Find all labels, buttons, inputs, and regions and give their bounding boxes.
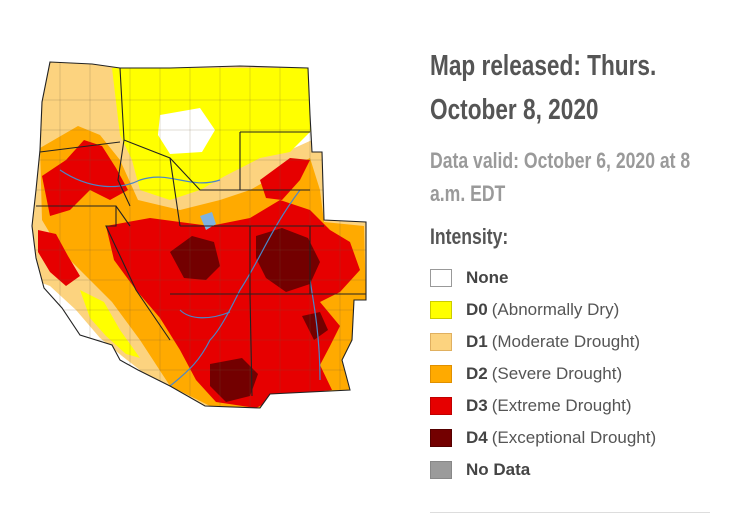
d4-region-utah [170,236,220,280]
swatch-d4 [430,429,452,447]
map-release-date: Map released: Thurs. October 8, 2020 [430,50,657,126]
d4-region-arizona [210,358,258,402]
legend-item-d0: D0 (Abnormally Dry) [430,294,730,326]
rivers [59,169,321,387]
state-boundaries [31,61,367,409]
swatch-d3 [430,397,452,415]
legend-desc: (Moderate Drought) [491,332,641,351]
d3-region-california [38,230,80,286]
swatch-d1 [430,333,452,351]
swatch-no-data [430,461,452,479]
swatch-d2 [430,365,452,383]
legend-desc: (Exceptional Drought) [491,428,657,447]
d4-region-nm [302,312,328,340]
legend-item-d3: D3 (Extreme Drought) [430,390,730,422]
swatch-d0 [430,301,452,319]
data-valid-date: Data valid: October 6, 2020 at 8 a.m. ED… [430,148,691,206]
legend-code: D0 [466,300,488,319]
legend-code: D3 [466,396,488,415]
legend-desc: (Abnormally Dry) [491,300,620,319]
legend-item-none: None [430,262,730,294]
legend-code: D1 [466,332,488,351]
legend-item-no-data: No Data [430,454,730,486]
legend-desc: (Extreme Drought) [491,396,632,415]
legend-code: D2 [466,364,488,383]
none-region-coast [34,280,150,378]
intensity-heading: Intensity: [430,224,509,249]
drought-map [31,61,367,409]
swatch-none [430,269,452,287]
legend-desc: (Severe Drought) [491,364,623,383]
intensity-legend: None D0 (Abnormally Dry) D1 (Moderate Dr… [430,262,730,486]
d4-region-colorado [256,228,320,292]
d3-region-oregon [42,140,128,216]
legend-item-d2: D2 (Severe Drought) [430,358,730,390]
legend-item-d1: D1 (Moderate Drought) [430,326,730,358]
legend-code: D4 [466,428,488,447]
legend-item-d4: D4 (Exceptional Drought) [430,422,730,454]
divider [430,512,710,513]
d0-region-coast [80,290,140,358]
legend-panel: Map released: Thurs. October 8, 2020 Dat… [430,44,730,486]
legend-code: No Data [466,460,531,479]
none-region-north-inner [158,108,215,154]
legend-code: None [466,268,509,287]
